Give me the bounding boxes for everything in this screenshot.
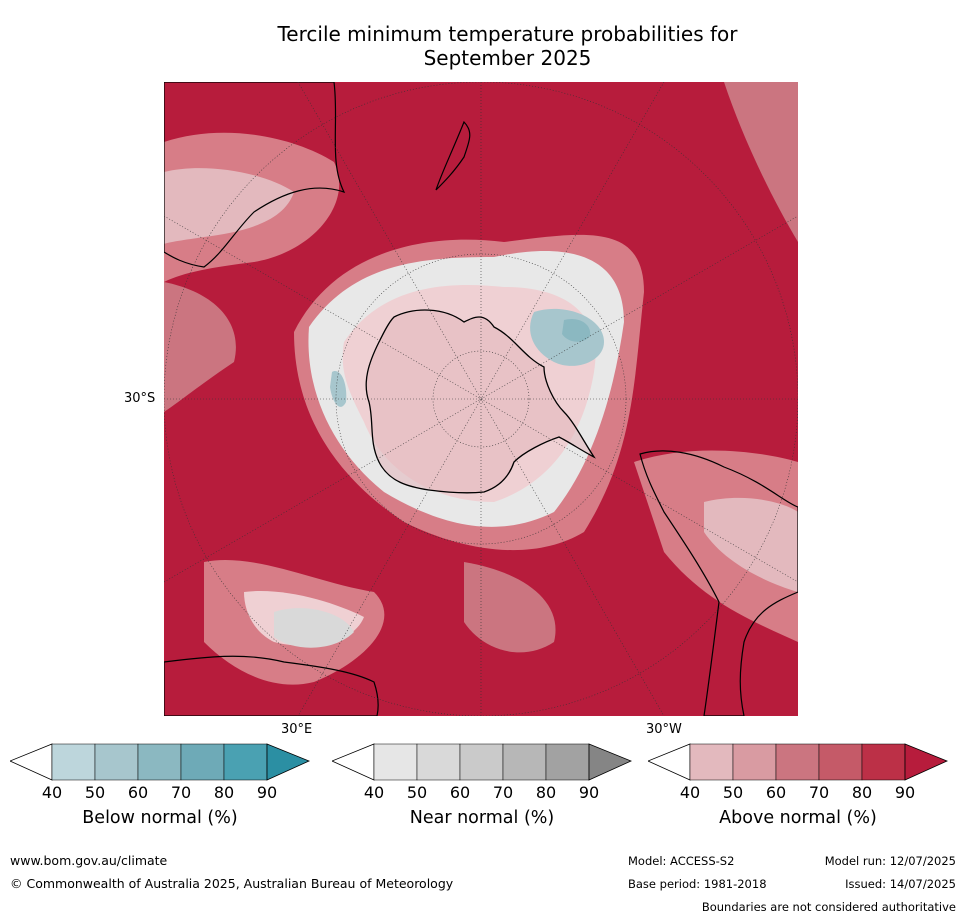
tick: 90 xyxy=(578,783,600,802)
antarctica-outline xyxy=(365,309,596,494)
africa-outline xyxy=(164,655,379,716)
colorbar-below-normal xyxy=(8,743,311,785)
cb-above-50 xyxy=(732,743,777,781)
tick: 40 xyxy=(679,783,701,802)
colorbar-below-label: Below normal (%) xyxy=(82,808,238,828)
title-line-1: Tercile minimum temperature probabilitie… xyxy=(277,22,738,46)
cb-below-max-triangle xyxy=(266,743,311,781)
patch-pink-s xyxy=(464,562,556,653)
cb-near-70 xyxy=(502,743,547,781)
south-america-outline xyxy=(639,450,798,716)
label-30e: 30°E xyxy=(281,722,313,737)
map-title: Tercile minimum temperature probabilitie… xyxy=(180,22,835,70)
website-link[interactable]: www.bom.gov.au/climate xyxy=(10,853,168,868)
tick: 50 xyxy=(84,783,106,802)
tick: 60 xyxy=(765,783,787,802)
below-normal-core xyxy=(562,318,591,342)
copyright-text: © Commonwealth of Australia 2025, Austra… xyxy=(10,876,454,891)
colorbar-above-label: Above normal (%) xyxy=(719,808,877,828)
cb-near-max-triangle xyxy=(588,743,633,781)
colorbar-near-normal xyxy=(330,743,633,785)
probability-map xyxy=(164,82,798,716)
cb-near-60 xyxy=(459,743,504,781)
tick: 90 xyxy=(894,783,916,802)
patch-light-se xyxy=(704,497,798,592)
tick: 60 xyxy=(127,783,149,802)
cb-near-50 xyxy=(416,743,461,781)
model-run-text: Model run: 12/07/2025 xyxy=(824,854,956,868)
patch-light-nw xyxy=(164,168,294,244)
below-normal-west xyxy=(330,371,347,407)
near-normal-south xyxy=(274,608,354,648)
tick: 80 xyxy=(535,783,557,802)
cb-below-min-triangle xyxy=(8,743,53,781)
cb-near-40 xyxy=(373,743,418,781)
disclaimer-text: Boundaries are not considered authoritat… xyxy=(701,900,956,914)
colorbar-near-svg xyxy=(330,743,633,781)
base-period-text: Base period: 1981-2018 xyxy=(628,877,767,891)
tick: 70 xyxy=(492,783,514,802)
tick: 70 xyxy=(808,783,830,802)
issued-text: Issued: 14/07/2025 xyxy=(845,877,956,891)
tick: 90 xyxy=(256,783,278,802)
cb-above-max-triangle xyxy=(904,743,949,781)
tick: 70 xyxy=(170,783,192,802)
tick: 60 xyxy=(449,783,471,802)
label-30s: 30°S xyxy=(124,391,156,406)
cb-above-80 xyxy=(861,743,906,781)
tick: 80 xyxy=(213,783,235,802)
cb-below-50 xyxy=(94,743,139,781)
cb-above-60 xyxy=(775,743,820,781)
label-30w: 30°W xyxy=(646,722,682,737)
tick: 40 xyxy=(41,783,63,802)
tick: 80 xyxy=(851,783,873,802)
tick: 50 xyxy=(722,783,744,802)
new-zealand-outline xyxy=(435,120,471,191)
australia-outline xyxy=(164,82,346,268)
map-canvas xyxy=(164,82,798,716)
cb-above-min-triangle xyxy=(646,743,691,781)
patch-pink-ne xyxy=(724,82,798,242)
cb-below-70 xyxy=(180,743,225,781)
title-line-2: September 2025 xyxy=(423,46,592,70)
cb-above-70 xyxy=(818,743,863,781)
cb-above-40 xyxy=(689,743,734,781)
patch-pink-west xyxy=(164,282,236,412)
cb-below-40 xyxy=(51,743,96,781)
colorbar-above-svg xyxy=(646,743,949,781)
cb-near-80 xyxy=(545,743,590,781)
colorbar-near-label: Near normal (%) xyxy=(409,808,555,828)
graticule xyxy=(164,82,798,716)
colorbar-below-svg xyxy=(8,743,311,781)
cb-near-min-triangle xyxy=(330,743,375,781)
cb-below-80 xyxy=(223,743,268,781)
colorbar-above-normal xyxy=(646,743,949,785)
cb-below-60 xyxy=(137,743,182,781)
model-text: Model: ACCESS-S2 xyxy=(628,854,735,868)
tick: 40 xyxy=(363,783,385,802)
tick: 50 xyxy=(406,783,428,802)
